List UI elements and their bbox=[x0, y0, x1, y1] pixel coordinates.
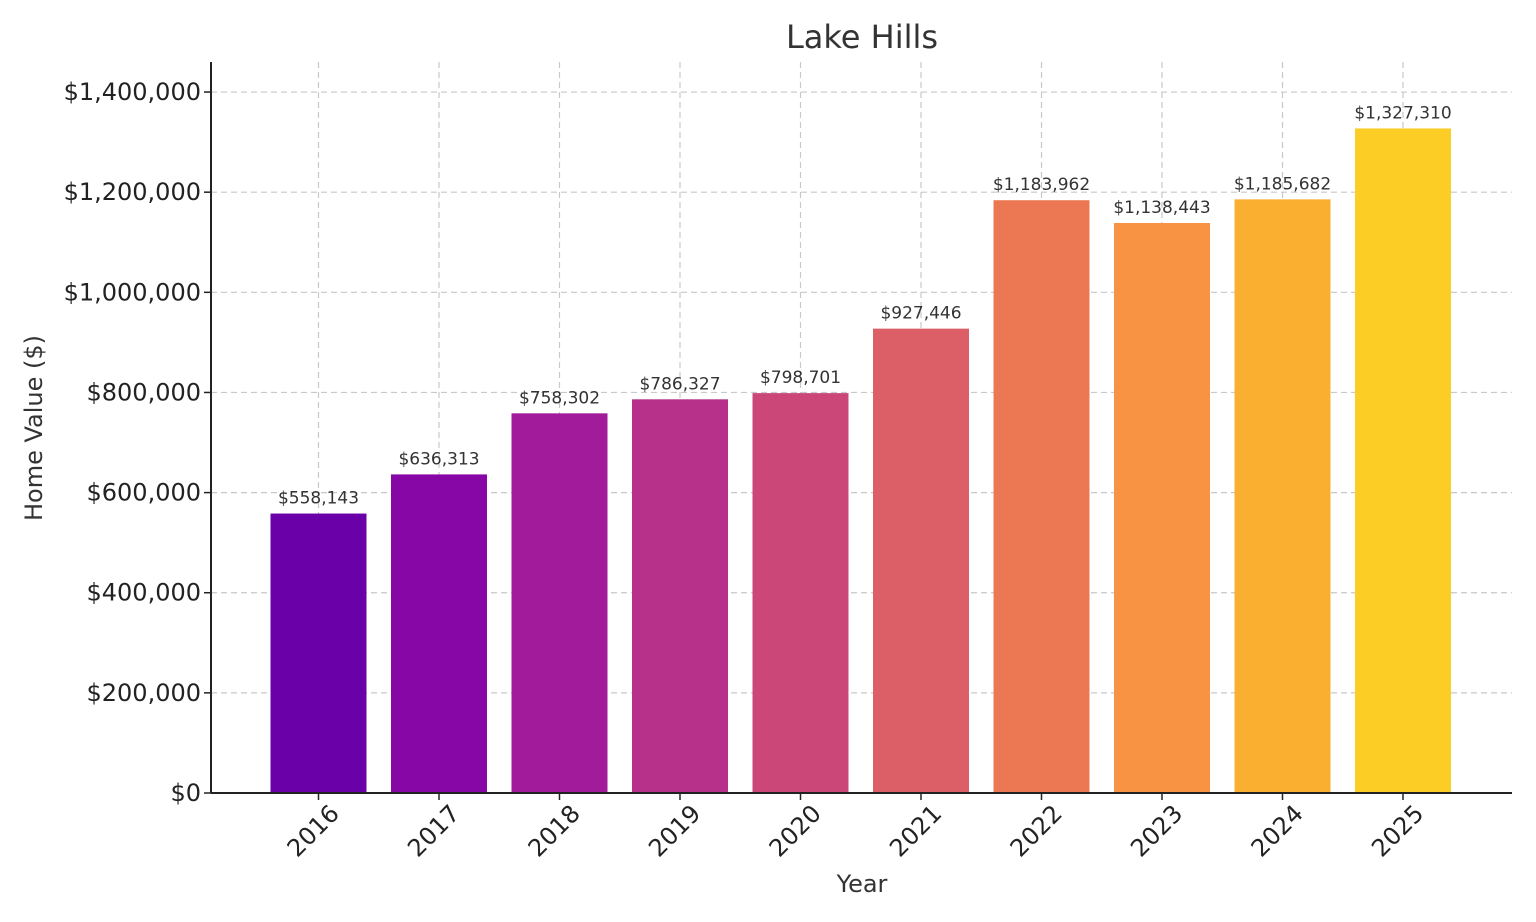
bar-2018 bbox=[511, 413, 608, 793]
bar-2024 bbox=[1234, 199, 1331, 793]
bar-value-label: $1,327,310 bbox=[1354, 103, 1451, 123]
bar-label-layer: $558,143 $636,313 $758,302 $786,327 $798,701… bbox=[278, 103, 1452, 508]
bar-2020 bbox=[752, 393, 849, 793]
y-tick-label: $1,400,000 bbox=[64, 78, 201, 106]
x-tick-label: 2016 bbox=[282, 799, 345, 862]
axis-layer bbox=[210, 62, 1512, 794]
y-tick-label: $400,000 bbox=[86, 579, 201, 607]
bar-value-label: $1,185,682 bbox=[1234, 174, 1331, 194]
bar-value-label: $558,143 bbox=[278, 489, 359, 509]
chart-title: Lake Hills bbox=[786, 18, 938, 56]
y-tick-label: $1,200,000 bbox=[64, 178, 201, 206]
x-tick-label: 2020 bbox=[764, 799, 827, 862]
bar-2025 bbox=[1355, 128, 1451, 793]
x-tick-label: 2021 bbox=[884, 799, 947, 862]
x-tick-label: 2019 bbox=[643, 799, 706, 862]
x-tick-label: 2024 bbox=[1246, 799, 1309, 862]
bar-2023 bbox=[1114, 222, 1210, 793]
x-tick-layer: 2016 2017 2018 2019 2020 2021 2022 2023 2024 2025 bbox=[282, 793, 1429, 862]
bar-value-label: $927,446 bbox=[880, 304, 961, 324]
x-tick-label: 2022 bbox=[1005, 799, 1068, 862]
y-tick-label: $1,000,000 bbox=[64, 278, 201, 306]
x-tick-label: 2025 bbox=[1366, 799, 1429, 862]
y-tick-label: $0 bbox=[170, 779, 201, 807]
bar-2021 bbox=[873, 328, 969, 793]
y-tick-label: $200,000 bbox=[86, 679, 201, 707]
bar-value-label: $798,701 bbox=[760, 368, 841, 388]
bar-value-label: $758,302 bbox=[519, 388, 600, 408]
bar-2016 bbox=[270, 513, 367, 793]
bar-value-label: $786,327 bbox=[639, 374, 720, 394]
y-tick-label: $600,000 bbox=[86, 479, 201, 507]
bar-value-label: $1,183,962 bbox=[993, 175, 1090, 195]
x-axis-label: Year bbox=[836, 870, 888, 898]
bar-layer bbox=[270, 128, 1451, 793]
y-tick-layer: $0 $200,000 $400,000 $600,000 $800,000 $1,000… bbox=[64, 78, 211, 807]
y-tick-label: $800,000 bbox=[86, 378, 201, 406]
bar-2022 bbox=[993, 200, 1090, 793]
bar-2017 bbox=[391, 474, 487, 793]
bar-value-label: $636,313 bbox=[398, 449, 479, 469]
bar-2019 bbox=[632, 399, 728, 793]
x-tick-label: 2018 bbox=[523, 799, 586, 862]
x-tick-label: 2023 bbox=[1125, 799, 1188, 862]
bar-value-label: $1,138,443 bbox=[1113, 198, 1210, 218]
y-axis-label: Home Value ($) bbox=[20, 335, 48, 521]
x-tick-label: 2017 bbox=[402, 799, 465, 862]
